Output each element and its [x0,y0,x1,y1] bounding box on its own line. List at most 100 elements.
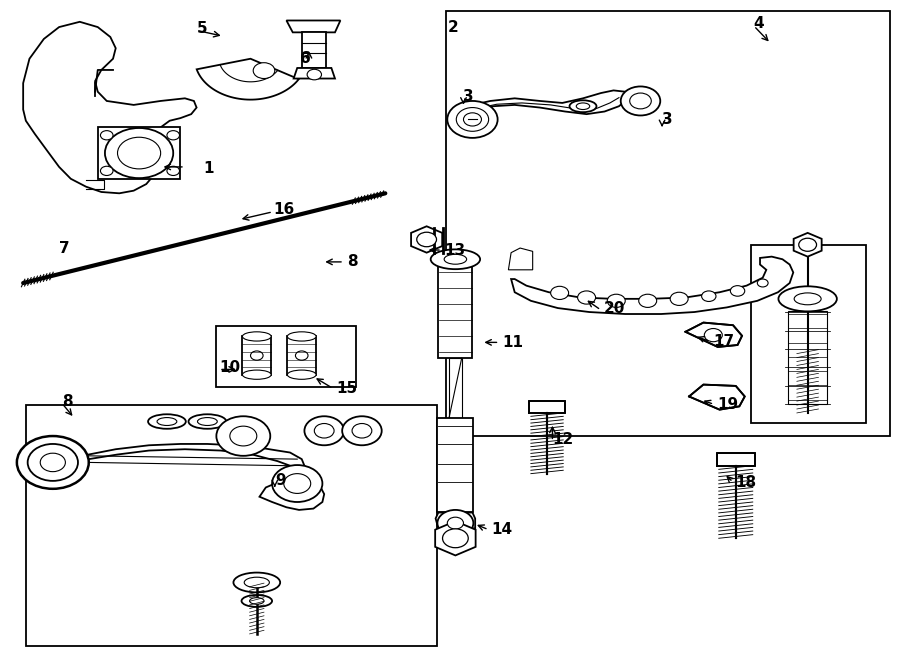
Circle shape [284,474,310,493]
Circle shape [670,292,688,305]
Circle shape [17,436,89,488]
Circle shape [443,529,468,548]
Circle shape [417,232,436,247]
Ellipse shape [244,577,269,588]
Circle shape [621,87,661,116]
Circle shape [608,294,625,307]
Polygon shape [436,512,475,528]
Polygon shape [686,323,742,347]
Bar [216,326,356,387]
Circle shape [551,286,569,299]
Text: 18: 18 [736,475,757,490]
Circle shape [28,444,78,481]
Circle shape [456,108,489,132]
Text: 4: 4 [753,17,764,31]
Circle shape [166,131,179,140]
Text: 11: 11 [502,335,523,350]
Text: 7: 7 [59,241,69,256]
Bar [242,336,271,375]
Polygon shape [437,418,473,512]
Circle shape [250,351,263,360]
Text: 20: 20 [604,301,625,315]
Circle shape [447,517,464,529]
Text: 19: 19 [717,397,738,412]
Text: 2: 2 [447,20,458,34]
Polygon shape [794,233,822,256]
Circle shape [757,279,768,287]
Text: 15: 15 [336,381,357,396]
Polygon shape [472,91,630,114]
Text: 8: 8 [346,254,357,270]
Circle shape [447,101,498,138]
Text: 3: 3 [464,89,474,104]
Bar [287,336,316,375]
Circle shape [295,351,308,360]
Circle shape [314,424,334,438]
Circle shape [352,424,372,438]
Ellipse shape [570,100,597,112]
Ellipse shape [188,414,226,429]
Polygon shape [529,401,565,413]
Text: 13: 13 [445,243,465,258]
Bar [446,11,890,436]
Circle shape [216,416,270,456]
Text: 9: 9 [274,473,285,488]
Circle shape [639,294,657,307]
Circle shape [105,128,173,178]
Ellipse shape [445,254,466,264]
Circle shape [342,416,382,446]
Ellipse shape [287,332,316,341]
Ellipse shape [158,418,176,426]
Polygon shape [23,22,196,193]
Circle shape [304,416,344,446]
Circle shape [101,131,113,140]
Circle shape [118,137,160,169]
Ellipse shape [778,286,837,311]
Ellipse shape [242,370,271,379]
Circle shape [464,113,482,126]
Polygon shape [436,521,475,555]
Circle shape [272,465,322,502]
Circle shape [799,238,816,251]
Text: 8: 8 [62,393,72,408]
Circle shape [702,291,716,301]
Ellipse shape [148,414,185,429]
Polygon shape [75,444,324,510]
Ellipse shape [287,370,316,379]
Circle shape [705,329,723,342]
Text: 16: 16 [273,202,294,217]
Text: 17: 17 [714,334,734,349]
Text: 10: 10 [219,360,240,375]
Circle shape [578,291,596,304]
Circle shape [253,63,274,79]
Circle shape [731,286,744,296]
Ellipse shape [197,418,217,426]
Polygon shape [197,59,299,100]
Polygon shape [286,20,340,32]
Polygon shape [788,311,827,405]
Circle shape [307,69,321,80]
Circle shape [630,93,652,109]
Bar [26,405,437,646]
Bar [98,128,180,178]
Ellipse shape [249,598,264,604]
Ellipse shape [233,572,280,592]
Text: 3: 3 [662,112,672,127]
Polygon shape [508,248,533,270]
Polygon shape [411,226,442,253]
Text: 12: 12 [553,432,573,447]
Polygon shape [689,385,744,410]
Text: 14: 14 [491,522,512,537]
Polygon shape [302,32,326,68]
Text: 5: 5 [196,21,207,36]
Circle shape [101,167,113,175]
Polygon shape [717,453,754,466]
Text: 1: 1 [202,161,213,176]
Polygon shape [449,358,462,418]
Ellipse shape [431,249,480,269]
Circle shape [230,426,256,446]
Ellipse shape [242,332,271,341]
Ellipse shape [794,293,821,305]
Polygon shape [293,68,335,79]
Polygon shape [511,256,793,314]
